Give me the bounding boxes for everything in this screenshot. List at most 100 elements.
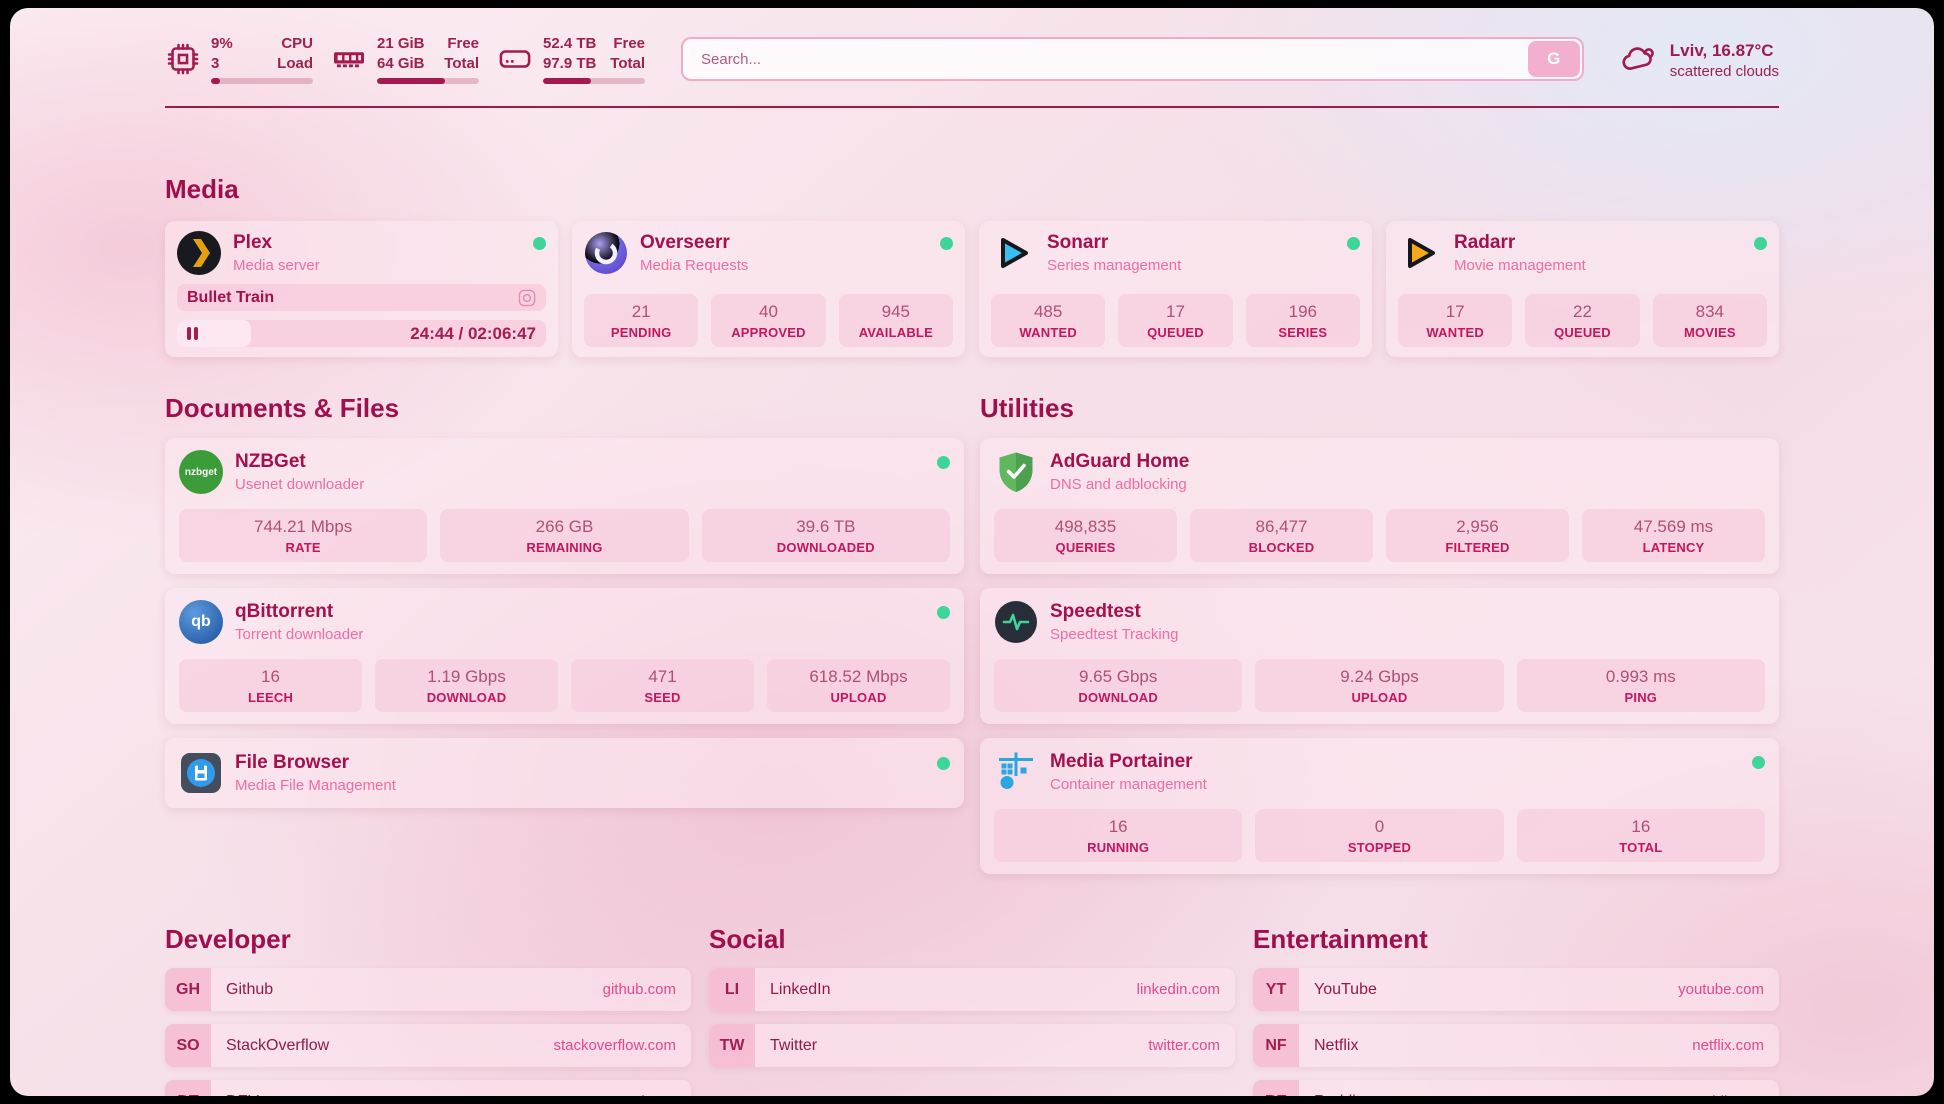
header-divider (165, 106, 1779, 108)
disk-free-value: 52.4 TB (543, 35, 597, 52)
playback-progress-fill (177, 320, 251, 347)
sonarr-card[interactable]: Sonarr Series management 485 WANTED 17 Q… (979, 221, 1372, 357)
playback-time: 24:44 / 02:06:47 (410, 323, 536, 343)
section-developer: Developer GH Github github.com SO StackO… (165, 924, 691, 1096)
overseerr-card[interactable]: Overseerr Media Requests 21 PENDING 40 A… (572, 221, 965, 357)
card-subtitle: Series management (1047, 256, 1182, 274)
status-dot (937, 456, 950, 469)
stackoverflow-badge: SO (165, 1024, 211, 1067)
link-stackoverflow[interactable]: SO StackOverflow stackoverflow.com (165, 1024, 691, 1067)
link-reddit[interactable]: RE Reddit reddit.com (1253, 1080, 1779, 1096)
sonarr-icon (991, 231, 1035, 275)
stat-filtered: 2,956 FILTERED (1386, 509, 1569, 562)
card-title: Media Portainer (1050, 751, 1193, 772)
utilities-section-title: Utilities (980, 393, 1074, 423)
adguard-card[interactable]: AdGuard Home DNS and adblocking 498,835 … (980, 438, 1779, 574)
playback-progress-bar[interactable]: 24:44 / 02:06:47 (177, 320, 546, 347)
now-playing-row: Bullet Train (177, 284, 546, 311)
stat-stopped: 0 STOPPED (1255, 809, 1504, 862)
stat-queued: 17 QUEUED (1118, 294, 1233, 347)
stat-wanted: 485 WANTED (991, 294, 1106, 347)
stat-downloaded: 39.6 TB DOWNLOADED (701, 509, 950, 562)
link-netflix[interactable]: NF Netflix netflix.com (1253, 1024, 1779, 1067)
link-linkedin[interactable]: LI LinkedIn linkedin.com (709, 968, 1235, 1011)
cpu-label: CPU (281, 35, 313, 52)
link-github[interactable]: GH Github github.com (165, 968, 691, 1011)
plex-card[interactable]: Plex Media server Bullet Train (165, 221, 558, 357)
entertainment-section-title: Entertainment (1253, 924, 1428, 954)
disk-total-value: 97.9 TB (543, 54, 597, 72)
stat-upload: 9.24 Gbps UPLOAD (1255, 659, 1504, 712)
now-playing-title: Bullet Train (187, 288, 275, 306)
card-title: Speedtest (1050, 601, 1141, 622)
overseerr-icon (584, 231, 628, 275)
card-title: Overseerr (640, 232, 730, 253)
card-title: NZBGet (235, 451, 306, 472)
card-title: Radarr (1454, 232, 1516, 253)
qbittorrent-card[interactable]: qb qBittorrent Torrent downloader 16 LEE… (165, 588, 964, 724)
stat-remaining: 266 GB REMAINING (440, 509, 689, 562)
disk-free-label: Free (613, 35, 645, 52)
stat-queries: 498,835 QUERIES (994, 509, 1177, 562)
section-entertainment: Entertainment YT YouTube youtube.com NF … (1253, 924, 1779, 1096)
card-subtitle: Media File Management (235, 776, 396, 794)
cpu-load-value: 3 (211, 54, 220, 72)
status-dot (1752, 756, 1765, 769)
stat-rate: 744.21 Mbps RATE (179, 509, 428, 562)
stat-available: 945 AVAILABLE (838, 294, 953, 347)
portainer-card[interactable]: Media Portainer Container management 16 … (980, 738, 1779, 874)
ram-monitor: 21 GiB Free 64 GiB Total (331, 34, 479, 84)
disk-progress-fill (543, 78, 591, 84)
hard-drive-icon (497, 41, 533, 77)
twitter-badge: TW (709, 1024, 755, 1067)
card-title: qBittorrent (235, 601, 334, 622)
card-subtitle: Speedtest Tracking (1050, 625, 1179, 643)
cpu-load-label: Load (277, 54, 313, 72)
link-twitter[interactable]: TW Twitter twitter.com (709, 1024, 1235, 1067)
dev-badge: DT (165, 1080, 211, 1096)
stat-latency: 47.569 ms LATENCY (1582, 509, 1765, 562)
reddit-badge: RE (1253, 1080, 1299, 1096)
card-subtitle: Media server (233, 256, 320, 274)
stat-running: 16 RUNNING (994, 809, 1243, 862)
card-subtitle: Media Requests (640, 256, 749, 274)
filebrowser-card[interactable]: File Browser Media File Management (165, 738, 964, 808)
nzbget-card[interactable]: nzbget NZBGet Usenet downloader 744.21 M… (165, 438, 964, 574)
portainer-icon (994, 750, 1038, 794)
plex-icon (177, 231, 221, 275)
status-dot (937, 606, 950, 619)
stat-seed: 471 SEED (571, 659, 754, 712)
ram-total-value: 64 GiB (377, 54, 425, 72)
social-section-title: Social (709, 924, 786, 954)
documents-section-title: Documents & Files (165, 393, 400, 423)
card-title: AdGuard Home (1050, 451, 1190, 472)
section-social: Social LI LinkedIn linkedin.com TW Twitt… (709, 924, 1235, 1067)
link-dev[interactable]: DT DEV dev.to (165, 1080, 691, 1096)
developer-section-title: Developer (165, 924, 291, 954)
stat-pending: 21 PENDING (584, 294, 699, 347)
stat-approved: 40 APPROVED (711, 294, 826, 347)
ram-free-label: Free (447, 35, 479, 52)
google-search-button[interactable]: G (1527, 41, 1580, 77)
search-input[interactable] (681, 37, 1584, 81)
now-playing-icon (518, 289, 536, 307)
weather-widget: Lviv, 16.87°C scattered clouds (1620, 38, 1779, 80)
section-media: Media Plex Media server Bullet Train (165, 174, 1779, 357)
stat-download: 9.65 Gbps DOWNLOAD (994, 659, 1243, 712)
youtube-badge: YT (1253, 968, 1299, 1011)
radarr-icon (1398, 231, 1442, 275)
speedtest-card[interactable]: Speedtest Speedtest Tracking 9.65 Gbps D… (980, 588, 1779, 724)
radarr-card[interactable]: Radarr Movie management 17 WANTED 22 QUE… (1386, 221, 1779, 357)
adguard-icon (994, 450, 1038, 494)
status-dot (1754, 237, 1767, 250)
card-title: File Browser (235, 752, 350, 773)
card-subtitle: Container management (1050, 775, 1207, 793)
ram-total-label: Total (444, 54, 479, 72)
nzbget-icon: nzbget (179, 450, 223, 494)
card-title: Plex (233, 232, 273, 253)
stat-upload: 618.52 Mbps UPLOAD (767, 659, 950, 712)
status-dot (1347, 237, 1360, 250)
weather-location-temp: Lviv, 16.87°C (1669, 41, 1774, 61)
link-youtube[interactable]: YT YouTube youtube.com (1253, 968, 1779, 1011)
